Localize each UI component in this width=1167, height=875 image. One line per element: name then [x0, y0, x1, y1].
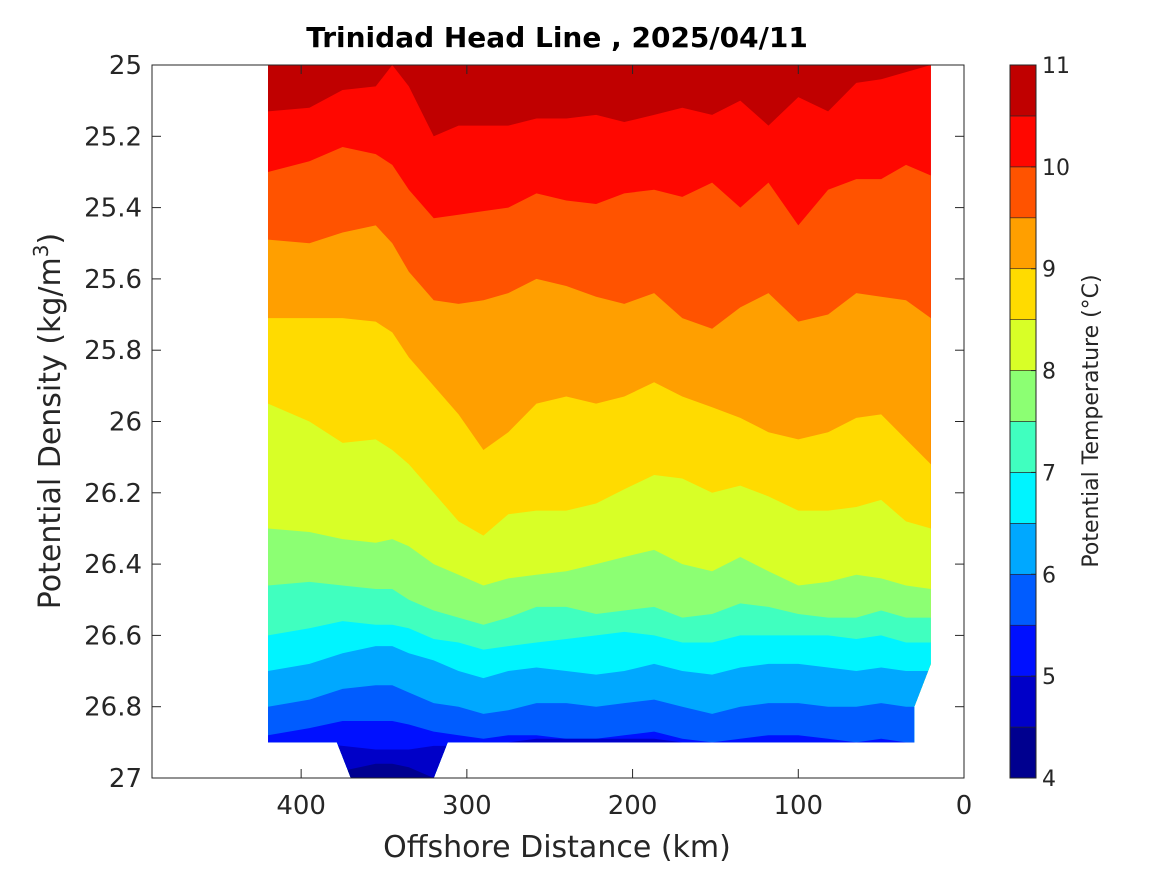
y-tick-label: 26.4: [84, 550, 142, 580]
colorbar-tick-label: 4: [1042, 767, 1056, 792]
y-tick-label: 25.2: [84, 122, 142, 152]
colorbar-swatch: [1009, 166, 1037, 219]
colorbar-swatch: [1009, 472, 1037, 524]
y-tick-label: 25.8: [84, 336, 142, 366]
y-tick-label: 27: [109, 764, 142, 794]
y-tick-label: 26.6: [84, 621, 142, 651]
y-tick-label: 26.2: [84, 479, 142, 509]
colorbar: 4 5 6 7 8 9 10 11: [1009, 54, 1070, 792]
colorbar-swatch: [1009, 370, 1037, 422]
x-tick-label: 0: [956, 791, 973, 821]
y-axis: 25 25.2 25.4 25.6 25.8 26 26.2 26.4 26.6 26.8 27: [84, 51, 964, 794]
colorbar-label: Potential Temperature (°C): [1079, 274, 1104, 567]
x-tick-label: 200: [608, 791, 658, 821]
colorbar-tick-label: 7: [1042, 461, 1056, 486]
y-tick-label: 25.6: [84, 265, 142, 295]
colorbar-tick-label: 8: [1042, 360, 1056, 385]
colorbar-swatch: [1009, 64, 1037, 117]
colorbar-tick-label: 9: [1042, 258, 1056, 283]
colorbar-swatch: [1009, 675, 1037, 728]
contour-band-below-4.5: [268, 763, 931, 778]
colorbar-swatch: [1009, 726, 1037, 779]
x-tick-label: 300: [442, 791, 492, 821]
x-axis-label: Offshore Distance (km): [383, 830, 731, 865]
x-axis: 400 300 200 100 0: [276, 65, 972, 821]
x-tick-label: 400: [276, 791, 326, 821]
colorbar-swatch: [1009, 319, 1037, 371]
colorbar-tick-label: 5: [1042, 665, 1056, 690]
y-tick-label: 26.8: [84, 693, 142, 723]
contour-fill-layer: [268, 65, 931, 778]
colorbar-swatch: [1009, 217, 1037, 270]
colorbar-swatch: [1009, 268, 1037, 320]
colorbar-frame: [1009, 64, 1037, 779]
colorbar-swatch: [1009, 624, 1037, 677]
y-tick-label: 25.4: [84, 194, 142, 224]
colorbar-tick-label: 11: [1042, 54, 1070, 79]
colorbar-swatch: [1009, 523, 1037, 575]
colorbar-tick-label: 10: [1042, 156, 1070, 181]
x-tick-label: 100: [773, 791, 823, 821]
colorbar-swatch: [1009, 573, 1037, 626]
colorbar-tick-label: 6: [1042, 563, 1056, 588]
chart-title: Trinidad Head Line , 2025/04/11: [306, 21, 808, 54]
y-tick-label: 25: [109, 51, 142, 81]
y-axis-label: Potential Density (kg/m3): [29, 233, 68, 609]
y-tick-label: 26: [109, 408, 142, 438]
colorbar-swatch: [1009, 115, 1037, 168]
colorbar-swatch: [1009, 421, 1037, 473]
contour-band-below-6: [268, 685, 931, 778]
